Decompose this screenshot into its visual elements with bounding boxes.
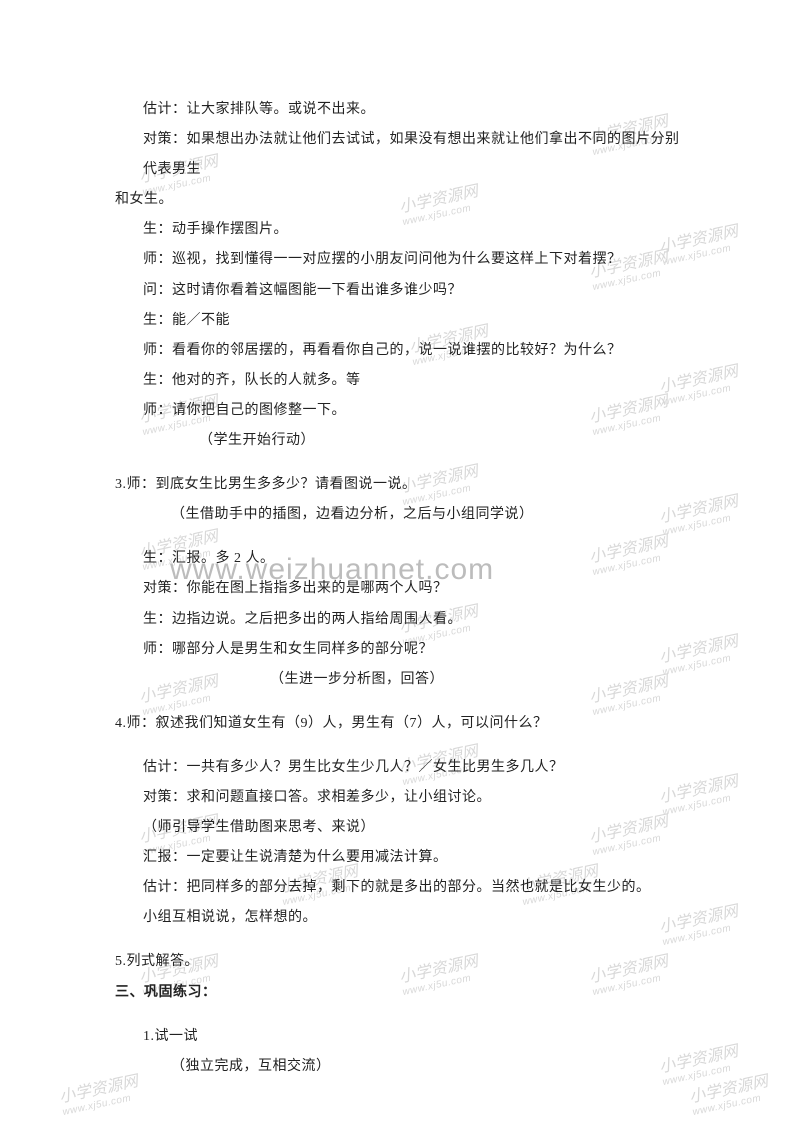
text-line: 估计：一共有多少人？男生比女生少几人？／女生比男生多几人？: [115, 753, 690, 783]
text-line: 对策：求和问题直接口答。求相差多少，让小组讨论。: [115, 783, 690, 813]
text-line: 师：看看你的邻居摆的，再看看你自己的，说一说谁摆的比较好？为什么？: [115, 336, 690, 366]
text-line: 生：汇报。多 2 人。: [115, 544, 690, 574]
text-line: 问：这时请你看着这幅图能一下看出谁多谁少吗？: [115, 276, 690, 306]
text-line: 5.列式解答。: [115, 947, 690, 977]
text-line: 生：他对的齐，队长的人就多。等: [115, 366, 690, 396]
text-line: （师引导学生借助图来思考、来说）: [115, 813, 690, 843]
spacer: [115, 739, 690, 753]
document-page: 估计：让大家排队等。或说不出来。 对策：如果想出办法就让他们去试试，如果没有想出…: [0, 0, 800, 1142]
text-line: 汇报：一定要让生说清楚为什么要用减法计算。: [115, 843, 690, 873]
text-line: （学生开始行动）: [115, 426, 690, 456]
spacer: [115, 933, 690, 947]
spacer: [115, 695, 690, 709]
section-heading: 三、巩固练习：: [115, 978, 690, 1008]
text-line: 师：巡视，找到懂得一一对应摆的小朋友问问他为什么要这样上下对着摆？: [115, 245, 690, 275]
text-line: 生：动手操作摆图片。: [115, 215, 690, 245]
text-line: 3.师：到底女生比男生多多少？请看图说一说。: [115, 470, 690, 500]
spacer: [115, 456, 690, 470]
text-line: 生：边指边说。之后把多出的两人指给周围人看。: [115, 605, 690, 635]
spacer: [115, 530, 690, 544]
text-line: 师：请你把自己的图修整一下。: [115, 396, 690, 426]
text-line: 4.师：叙述我们知道女生有（9）人，男生有（7）人，可以问什么？: [115, 709, 690, 739]
text-line: 和女生。: [115, 185, 690, 215]
text-line: 1.试一试: [115, 1022, 690, 1052]
text-line: （生借助手中的插图，边看边分析，之后与小组同学说）: [115, 500, 690, 530]
text-line: 师：哪部分人是男生和女生同样多的部分呢？: [115, 635, 690, 665]
text-line: 对策：如果想出办法就让他们去试试，如果没有想出来就让他们拿出不同的图片分别代表男…: [115, 125, 690, 185]
text-line: 估计：把同样多的部分去掉，剩下的就是多出的部分。当然也就是比女生少的。: [115, 873, 690, 903]
text-line: 估计：让大家排队等。或说不出来。: [115, 95, 690, 125]
text-line: 对策：你能在图上指指多出来的是哪两个人吗？: [115, 574, 690, 604]
text-line: （独立完成，互相交流）: [115, 1052, 690, 1082]
text-line: 小组互相说说，怎样想的。: [115, 903, 690, 933]
spacer: [115, 1008, 690, 1022]
text-line: 生：能／不能: [115, 306, 690, 336]
text-line: （生进一步分析图，回答）: [115, 665, 690, 695]
